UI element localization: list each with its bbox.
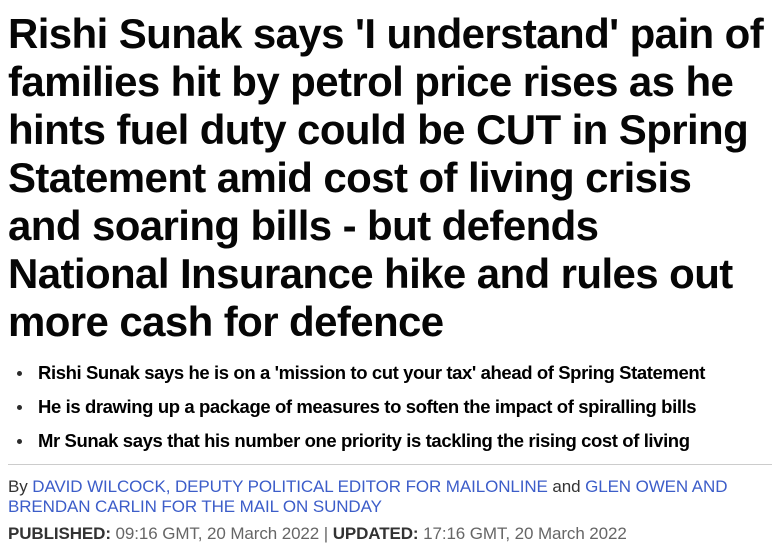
- headline-line-5: and soaring bills - but defends: [8, 202, 599, 249]
- bullet-text: Mr Sunak says that his number one priori…: [38, 430, 690, 451]
- headline-line-2: families hit by petrol price rises as he: [8, 58, 734, 105]
- list-item: Rishi Sunak says he is on a 'mission to …: [8, 356, 772, 390]
- byline-prefix: By: [8, 477, 28, 496]
- bullet-icon: [17, 439, 22, 444]
- bullet-icon: [17, 371, 22, 376]
- timestamp-separator: |: [323, 524, 329, 543]
- headline-line-6: National Insurance hike and rules out: [8, 250, 733, 297]
- headline-line-3: hints fuel duty could be CUT in Spring: [8, 106, 749, 153]
- author-link-glen-owen-brendan-carlin[interactable]: GLEN OWEN AND BRENDAN CARLIN FOR THE MAI…: [8, 477, 728, 516]
- published-label: PUBLISHED:: [8, 524, 111, 543]
- updated-value: 17:16 GMT, 20 March 2022: [423, 524, 627, 543]
- published-value: 09:16 GMT, 20 March 2022: [115, 524, 320, 543]
- bullet-text: Rishi Sunak says he is on a 'mission to …: [38, 362, 706, 383]
- bullet-icon: [17, 405, 22, 410]
- article-headline: Rishi Sunak says 'I understand' pain of …: [8, 10, 772, 346]
- divider: [8, 464, 772, 465]
- list-item: Mr Sunak says that his number one priori…: [8, 424, 772, 458]
- headline-line-4: Statement amid cost of living crisis: [8, 154, 692, 201]
- updated-label: UPDATED:: [332, 524, 419, 543]
- headline-line-1: Rishi Sunak says 'I understand' pain of: [8, 10, 764, 57]
- author-link-david-wilcock[interactable]: DAVID WILCOCK, DEPUTY POLITICAL EDITOR F…: [32, 477, 548, 496]
- byline: By DAVID WILCOCK, DEPUTY POLITICAL EDITO…: [8, 477, 772, 517]
- key-points-list: Rishi Sunak says he is on a 'mission to …: [8, 356, 772, 458]
- list-item: He is drawing up a package of measures t…: [8, 390, 772, 424]
- timestamps-row: PUBLISHED: 09:16 GMT, 20 March 2022 | UP…: [8, 524, 772, 544]
- byline-conjunction: and: [552, 477, 581, 496]
- bullet-text: He is drawing up a package of measures t…: [38, 396, 697, 417]
- headline-line-7: more cash for defence: [8, 298, 444, 345]
